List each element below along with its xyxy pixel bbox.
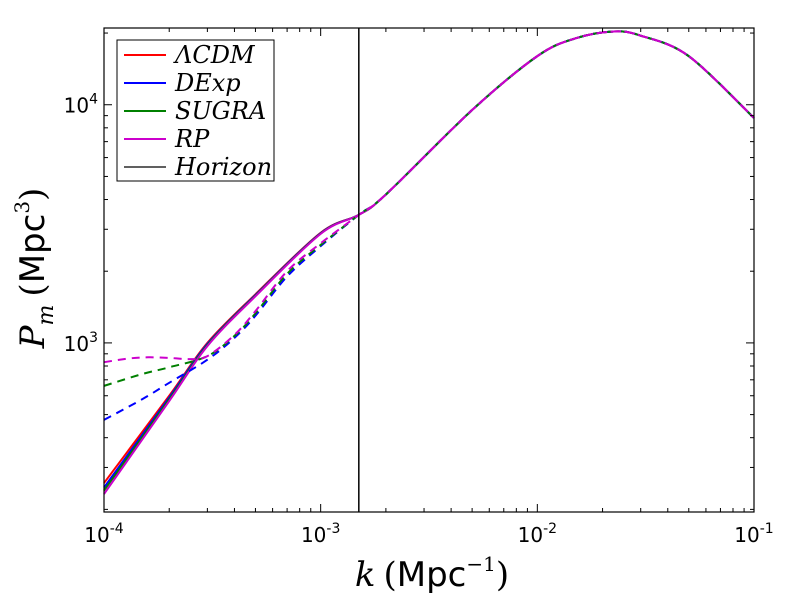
legend: ΛCDM DExp SUGRA RP Horizon [116,39,275,182]
series-line-rp-dashed [103,30,755,364]
legend-label-lcdm: ΛCDM [173,41,256,69]
legend-label-dexp: DExp [174,69,241,97]
legend-label-rp: RP [174,125,210,153]
x-tick-label-0: 10-4 [84,521,124,547]
legend-box [116,39,275,182]
y-axis-label: Pm(Mpc3) [10,188,59,350]
legend-label-sugra: SUGRA [175,97,266,125]
x-tick-label-1: 10-3 [301,521,340,547]
legend-label-horizon: Horizon [174,153,272,181]
plot-frame [103,27,755,513]
x-tick-label-3: 10-1 [734,521,773,547]
series-lines [103,30,755,495]
x-axis-label: k (Mpc−1) [355,552,509,595]
x-tick-label-2: 10-2 [518,521,557,547]
y-tick-label-1: 104 [64,92,98,118]
y-tick-label-0: 103 [64,330,98,356]
